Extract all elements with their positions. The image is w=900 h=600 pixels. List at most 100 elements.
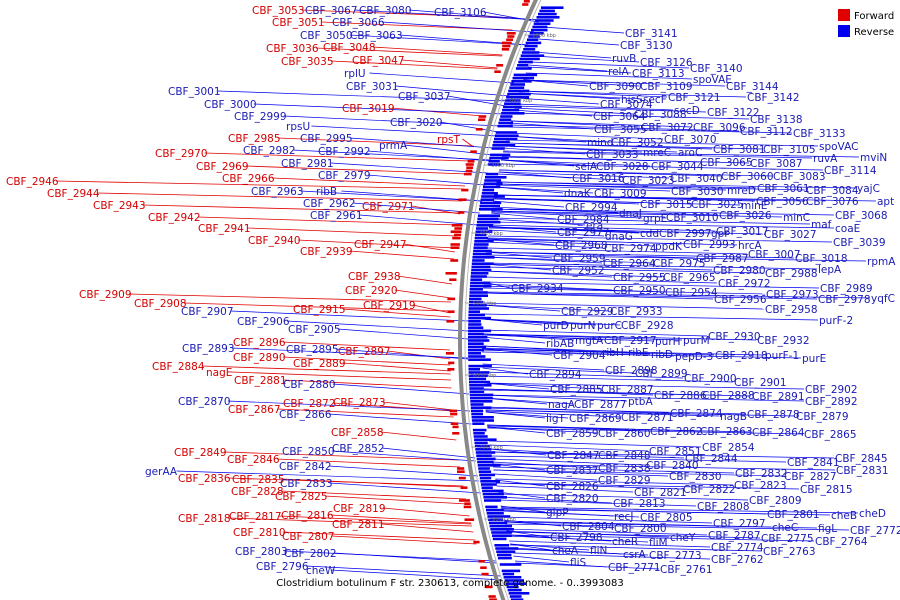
reverse-leader-line — [481, 333, 757, 341]
reverse-gene-label: spoVAC — [819, 141, 858, 153]
reverse-gene-label: CBF_3026 — [719, 210, 772, 222]
reverse-gene-label: CBF_2832 — [735, 468, 788, 480]
reverse-gene-label: CBF_2892 — [805, 396, 858, 408]
reverse-leader-line — [501, 508, 831, 516]
tick-label: 6000 kbp — [473, 373, 497, 379]
reverse-gene — [523, 48, 536, 51]
forward-gene — [466, 166, 473, 169]
reverse-leader-line — [509, 126, 793, 134]
reverse-gene-label: CBF_3142 — [747, 92, 800, 104]
forward-gene-label: CBF_2889 — [293, 358, 346, 370]
reverse-leader-line — [486, 247, 748, 255]
reverse-gene-label: CBF_2797 — [713, 518, 766, 530]
reverse-gene-label: CBF_2775 — [761, 533, 814, 545]
reverse-gene — [468, 339, 490, 342]
reverse-leader-line — [292, 149, 491, 161]
reverse-leader-line — [493, 198, 741, 206]
tick-label: 8000 kbp — [492, 517, 516, 523]
reverse-gene-label: CBF_2798 — [550, 532, 603, 544]
reverse-gene — [485, 172, 499, 176]
forward-leader-line — [223, 451, 460, 461]
reverse-gene — [515, 67, 532, 70]
forward-gene-label: CBF_2884 — [152, 361, 205, 373]
reverse-leader-line — [489, 440, 702, 448]
reverse-gene — [488, 521, 508, 525]
forward-gene — [494, 70, 501, 73]
forward-leader-line — [382, 507, 470, 517]
reverse-gene-label: CBF_2771 — [608, 562, 661, 574]
reverse-gene-label: CBF_3023 — [622, 175, 675, 187]
reverse-gene — [492, 534, 512, 537]
reverse-gene — [474, 438, 497, 441]
reverse-gene — [503, 576, 522, 579]
reverse-gene-label: CBF_3031 — [346, 81, 399, 93]
reverse-gene — [481, 192, 498, 195]
forward-leader-line — [349, 250, 455, 260]
reverse-gene-label: CBF_2815 — [800, 484, 853, 496]
reverse-gene-label: CBF_2993 — [683, 239, 736, 251]
reverse-leader-line — [538, 38, 620, 46]
forward-gene — [450, 259, 459, 262]
reverse-gene-label: grpE — [643, 213, 667, 225]
reverse-leader-line — [227, 400, 471, 412]
reverse-leader-line — [495, 478, 734, 486]
reverse-gene — [510, 598, 524, 600]
reverse-gene-label: CBF_2992 — [318, 146, 371, 158]
reverse-gene-label: CBF_2871 — [621, 412, 674, 424]
reverse-gene — [500, 115, 513, 118]
tick-label: 5000 kbp — [473, 301, 497, 307]
reverse-gene — [471, 416, 494, 419]
reverse-gene-label: relA — [608, 66, 629, 78]
reverse-leader-line — [483, 11, 539, 23]
reverse-leader-line — [482, 345, 628, 353]
reverse-gene-label: CBF_2859 — [546, 428, 599, 440]
reverse-gene-label: yqfC — [871, 293, 895, 305]
reverse-gene-label: CBF_2842 — [279, 461, 332, 473]
reverse-gene-label: CBF_2989 — [820, 283, 873, 295]
reverse-gene — [485, 176, 507, 179]
reverse-gene-label: CBF_2787 — [708, 530, 761, 542]
reverse-gene — [468, 368, 480, 371]
reverse-leader-line — [483, 281, 820, 289]
forward-gene — [445, 352, 454, 355]
reverse-gene — [470, 281, 491, 285]
reverse-gene-label: CBF_2764 — [815, 536, 868, 548]
reverse-leader-line — [496, 485, 634, 493]
reverse-gene-label: CBF_2870 — [178, 396, 231, 408]
reverse-leader-line — [489, 444, 649, 452]
reverse-gene-label: CBF_2999 — [234, 111, 287, 123]
forward-leader-line — [231, 371, 452, 381]
reverse-gene-label: CBF_2933 — [610, 306, 663, 318]
forward-gene — [478, 115, 487, 118]
reverse-leader-line — [481, 333, 683, 341]
reverse-gene — [471, 268, 492, 272]
reverse-gene-label: CBF_2809 — [749, 495, 802, 507]
forward-gene — [489, 598, 497, 600]
reverse-gene — [477, 217, 499, 221]
reverse-gene-label: CBF_3056 — [756, 196, 809, 208]
reverse-leader-line — [328, 465, 479, 477]
reverse-leader-line — [482, 302, 765, 310]
forward-gene — [478, 118, 486, 121]
forward-leader-line — [280, 490, 467, 500]
reverse-gene-label: CBF_2804 — [562, 521, 615, 533]
reverse-gene-label: maf — [811, 219, 832, 231]
reverse-gene — [496, 550, 516, 553]
forward-gene — [447, 368, 455, 371]
reverse-gene — [538, 12, 557, 16]
reverse-gene-label: ppdK — [655, 241, 683, 253]
reverse-gene — [475, 448, 492, 451]
forward-gene-label: CBF_3053 — [252, 5, 305, 17]
reverse-gene-label: CBF_3074 — [600, 99, 653, 111]
forward-gene-label: CBF_2816 — [281, 510, 334, 522]
forward-gene — [447, 297, 456, 301]
forward-gene-label: CBF_2970 — [155, 148, 208, 160]
reverse-leader-line — [485, 407, 747, 415]
reverse-gene-label: ribH — [602, 347, 624, 359]
reverse-gene-label: CBF_2831 — [836, 465, 889, 477]
reverse-gene — [468, 377, 487, 381]
reverse-gene — [503, 105, 522, 109]
reverse-gene — [472, 428, 487, 432]
reverse-gene — [472, 256, 495, 259]
